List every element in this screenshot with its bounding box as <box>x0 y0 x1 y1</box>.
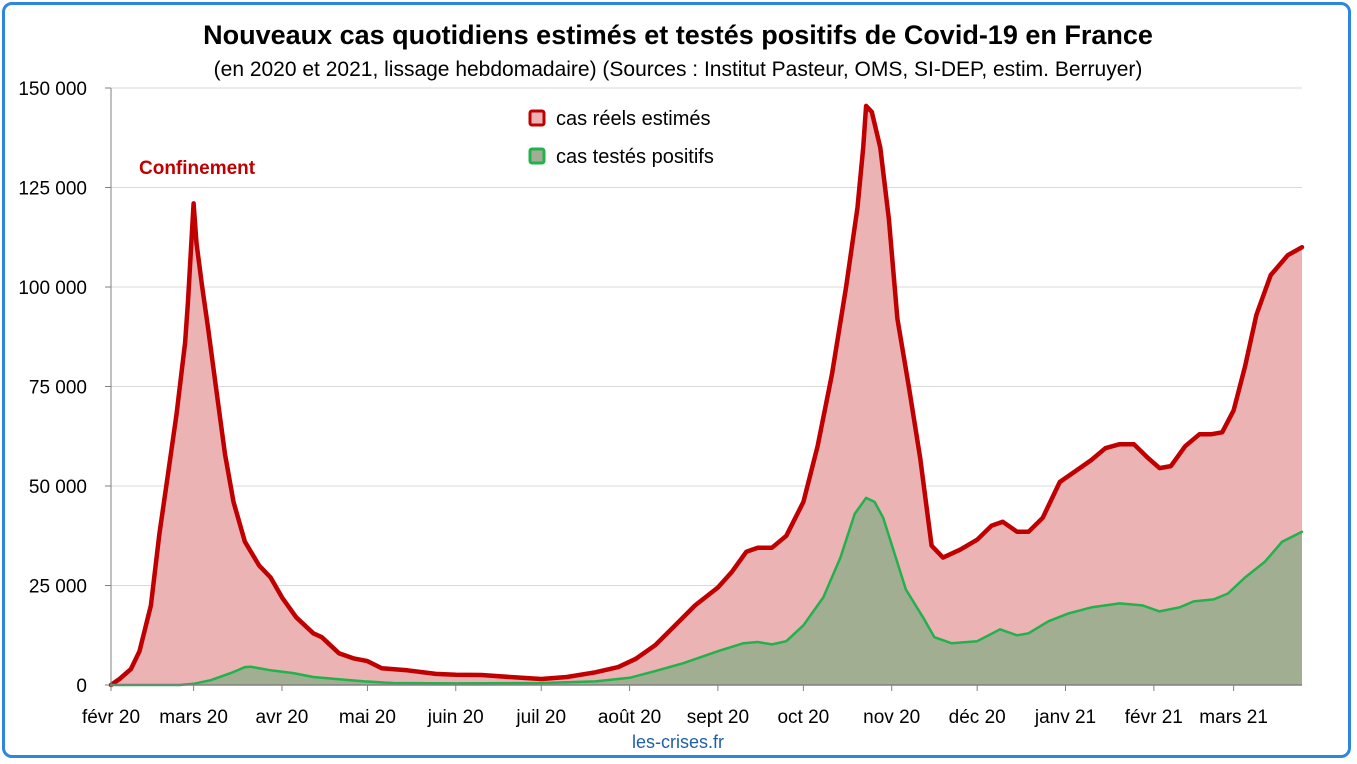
x-tick-label: févr 21 <box>1125 707 1183 728</box>
x-tick-label: févr 20 <box>82 707 140 728</box>
y-tick-labels: 0 25 000 50 000 75 000 100 000 125 000 150 000 <box>18 79 87 697</box>
axes <box>110 88 1302 691</box>
series-areas <box>111 105 1302 685</box>
x-tick-label: janv 21 <box>1034 707 1096 728</box>
legend-label-cas-testes: cas testés positifs <box>556 146 714 168</box>
x-tick-label: oct 20 <box>777 707 829 728</box>
y-tick-label: 125 000 <box>18 179 87 200</box>
area-series-0 <box>111 105 1302 685</box>
legend-swatch-cas-reels <box>528 109 546 127</box>
y-tick-label: 150 000 <box>18 79 87 100</box>
x-tick-label: mai 20 <box>339 707 396 728</box>
y-tick-label: 25 000 <box>29 577 87 598</box>
x-tick-label: avr 20 <box>256 707 309 728</box>
chart-subtitle: (en 2020 et 2021, lissage hebdomadaire) … <box>214 58 1143 81</box>
x-tick-label: nov 20 <box>863 707 920 728</box>
legend: cas réels estimés cas testés positifs <box>528 108 714 168</box>
y-tick-label: 50 000 <box>29 477 87 498</box>
legend-label-cas-reels: cas réels estimés <box>556 108 711 130</box>
x-tick-label: août 20 <box>598 707 661 728</box>
series-lines <box>108 103 1305 688</box>
x-tick-labels: févr 20 mars 20 avr 20 mai 20 juin 20 juil 20… <box>82 707 1268 728</box>
x-tick-label: déc 20 <box>949 707 1006 728</box>
source-credit: les-crises.fr <box>632 732 724 752</box>
area-series-1 <box>111 497 1302 685</box>
x-tick-label: mars 21 <box>1199 707 1268 728</box>
x-tick-label: mars 20 <box>159 707 228 728</box>
annotation-confinement: Confinement <box>139 158 256 179</box>
chart-title: Nouveaux cas quotidiens estimés et testé… <box>203 20 1153 50</box>
y-tick-label: 0 <box>76 676 87 697</box>
x-tick-label: sept 20 <box>687 707 749 728</box>
x-tick-label: juil 20 <box>515 707 566 728</box>
y-tick-label: 100 000 <box>18 278 87 299</box>
legend-swatch-cas-testes <box>528 147 546 165</box>
x-tick-label: juin 20 <box>427 707 484 728</box>
y-tick-label: 75 000 <box>29 378 87 399</box>
line-series-1 <box>109 496 1304 687</box>
line-series-0 <box>108 103 1305 688</box>
